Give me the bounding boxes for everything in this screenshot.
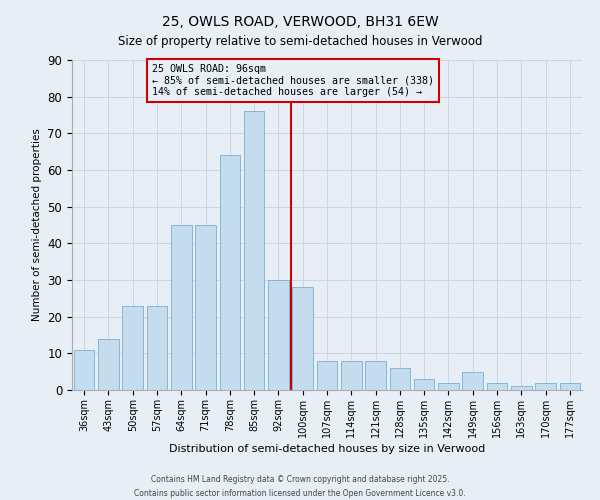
Bar: [195, 225, 216, 390]
Bar: [122, 306, 143, 390]
Bar: [365, 360, 386, 390]
Bar: [146, 306, 167, 390]
Bar: [463, 372, 483, 390]
Bar: [220, 156, 240, 390]
Bar: [535, 382, 556, 390]
Text: 25, OWLS ROAD, VERWOOD, BH31 6EW: 25, OWLS ROAD, VERWOOD, BH31 6EW: [161, 15, 439, 29]
Text: Contains HM Land Registry data © Crown copyright and database right 2025.
Contai: Contains HM Land Registry data © Crown c…: [134, 476, 466, 498]
Text: 25 OWLS ROAD: 96sqm
← 85% of semi-detached houses are smaller (338)
14% of semi-: 25 OWLS ROAD: 96sqm ← 85% of semi-detach…: [152, 64, 434, 97]
Bar: [268, 280, 289, 390]
Bar: [560, 382, 580, 390]
Bar: [244, 112, 265, 390]
Bar: [511, 386, 532, 390]
Bar: [317, 360, 337, 390]
Bar: [171, 225, 191, 390]
Bar: [487, 382, 508, 390]
Bar: [389, 368, 410, 390]
Bar: [341, 360, 362, 390]
Bar: [438, 382, 459, 390]
Bar: [414, 379, 434, 390]
Bar: [98, 338, 119, 390]
Y-axis label: Number of semi-detached properties: Number of semi-detached properties: [32, 128, 42, 322]
X-axis label: Distribution of semi-detached houses by size in Verwood: Distribution of semi-detached houses by …: [169, 444, 485, 454]
Bar: [292, 288, 313, 390]
Bar: [74, 350, 94, 390]
Text: Size of property relative to semi-detached houses in Verwood: Size of property relative to semi-detach…: [118, 35, 482, 48]
